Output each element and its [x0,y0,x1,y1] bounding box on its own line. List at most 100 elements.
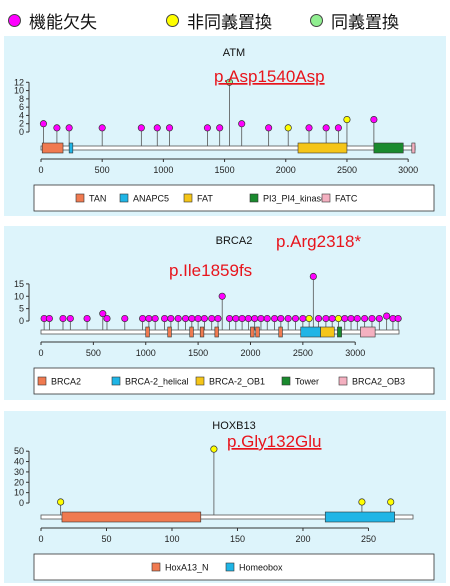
lollipop-head-lof [203,124,211,132]
domain-legend-swatch [119,193,129,203]
lollipop-head-lof [83,314,91,323]
lollipop-head-lof [284,314,292,323]
lollipop-head-lof [277,314,285,323]
x-tick-label: 150 [230,534,245,544]
domain-legend-label: BRCA2 [51,377,81,387]
x-tick-label: 1000 [136,348,156,358]
lollipop-head-lof [328,314,336,323]
legend-label-loss-of-function: 機能欠失 [29,13,97,33]
lollipop-head-lof [99,310,107,318]
lollipop-head-lof [53,124,61,132]
domain-brca2 [199,326,205,338]
lollipop-head-lof [161,314,169,323]
y-tick-label: 50 [14,446,24,456]
domain-legend-box [33,184,435,212]
lollipop-head-missense [284,124,292,132]
domain-fatc [411,142,416,154]
domain-legend-label: BRCA2_OB3 [352,377,405,387]
y-tick-label: 10 [14,488,24,498]
domain-legend-label: FATC [335,194,358,204]
mutation-type-legend: 機能欠失 非同義置換 同義置換 [0,0,450,36]
domain-tower [337,326,342,338]
y-tick-label: 15 [14,279,24,289]
y-tick-label: 5 [19,304,24,314]
y-tick-label: 4 [19,110,24,120]
x-tick-label: 50 [101,534,111,544]
lollipop-head-lof [151,314,159,323]
lollipop-head-lof [59,314,67,323]
y-tick-label: 8 [19,94,24,104]
brca2-lollipop-chart: BRCA2 0 5 10 15 0 500 1000 1500 2000 2500 3000 p.Arg… [14,232,435,395]
lollipop-head-lof [145,314,153,323]
lollipop-head-lof [45,314,53,323]
lollipop-head-lof [347,314,355,323]
lollipop-head-lof [65,124,73,132]
domain-legend-label: BRCA-2_helical [125,377,189,387]
domain-legend-box [33,553,435,581]
x-tick-label: 3000 [398,165,418,175]
domain-legend-swatch [183,193,193,203]
y-tick-label: 20 [14,477,24,487]
x-tick-label: 100 [164,534,179,544]
domain-brca2 [250,326,255,338]
domain-tan [41,142,64,154]
legend-label-synonymous: 同義置換 [331,13,399,33]
domain-legend-label: TAN [89,194,106,204]
domain-legend-swatch [225,562,235,572]
domain-legend-label: FAT [197,194,213,204]
lollipop-head-lof [257,314,265,323]
lollipop-head-lof [322,124,330,132]
domain-legend-box [33,367,435,395]
lollipop-head-missense [387,498,395,506]
lollipop-head-lof [375,314,383,323]
legend-marker-missense [166,14,179,27]
mutation-annotation: p.Asp1540Asp [214,67,325,86]
legend-item-synonymous: 同義置換 [310,8,399,33]
y-tick-label: 12 [14,77,24,87]
atm-panel: ATM 0 2 4 6 8 10 12 0 500 1000 1500 2000 2500 3000 p.As… [4,36,446,216]
domain-pi3-pi4-kinase [373,142,404,154]
legend-marker-loss-of-function [8,14,21,27]
domain-fat [297,142,348,154]
lollipop-head-lof [322,314,330,323]
domain-legend-label: PI3_PI4_kinase [263,194,326,204]
x-tick-label: 2500 [337,165,357,175]
domain-brca-2-ob1 [320,326,335,338]
lollipop-head-lof [139,314,147,323]
lollipop-head-lof [174,314,182,323]
lollipop-head-lof [315,314,323,323]
y-tick-label: 6 [19,102,24,112]
y-tick-label: 0 [19,498,24,508]
domain-legend-swatch [151,562,161,572]
lollipop-head-lof [263,314,271,323]
lollipop-head-missense [210,445,218,453]
legend-label-missense: 非同義置換 [187,13,272,33]
y-tick-label: 0 [19,316,24,326]
domain-brca2-ob3 [360,326,376,338]
y-tick-label: 10 [14,86,24,96]
lollipop-head-lof [370,116,378,124]
lollipop-head-missense [305,314,313,323]
y-tick-label: 30 [14,467,24,477]
lollipop-head-lof [244,314,252,323]
x-tick-label: 500 [95,165,110,175]
lollipop-head-lof [271,314,279,323]
lollipop-head-lof [232,314,240,323]
lollipop-head-synonymous [225,78,234,86]
protein-backbone [40,329,400,335]
x-tick-label: 1500 [188,348,208,358]
lollipop-head-lof [383,312,391,320]
lollipop-head-lof [216,124,224,132]
lollipop-head-lof [66,314,74,323]
x-tick-label: 200 [295,534,310,544]
domain-homeobox [324,511,395,523]
y-tick-label: 2 [19,119,24,129]
domain-legend-swatch [37,376,47,386]
protein-backbone [40,145,416,151]
domain-legend-swatch [195,376,205,386]
lollipop-head-lof [334,124,342,132]
lollipop-head-lof [299,314,307,323]
lollipop-head-lof [238,120,246,128]
domain-legend-label: Tower [295,377,319,387]
y-tick-label: 40 [14,457,24,467]
